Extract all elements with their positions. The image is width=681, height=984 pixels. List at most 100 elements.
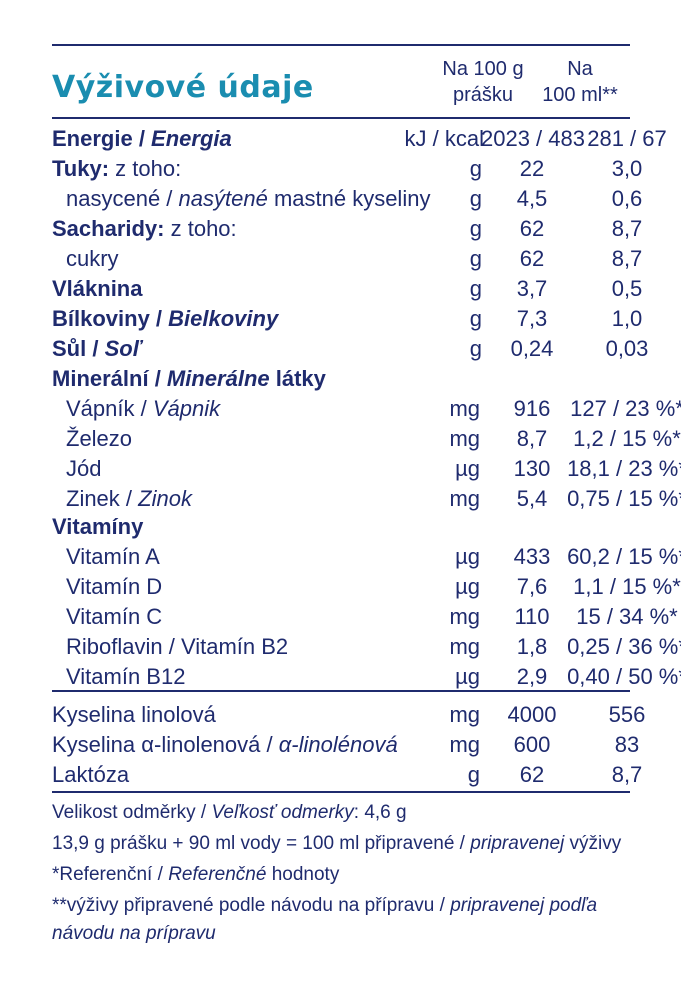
row-sugars-per-100g: 62 xyxy=(519,246,545,271)
row-fat-per-100ml: 3,0 xyxy=(611,156,643,181)
row-per-100g: 62 xyxy=(519,762,545,787)
row-carbs-label: Sacharidy: z toho: xyxy=(52,216,237,241)
top-rule xyxy=(52,44,630,46)
row-unit: mg xyxy=(449,426,480,451)
header-rule xyxy=(52,117,630,119)
row-per-100g: 7,6 xyxy=(516,574,548,599)
middle-rule xyxy=(52,690,630,692)
row-sugars-unit: g xyxy=(469,246,482,271)
row-per-100ml: 83 xyxy=(614,732,640,757)
row-per-100g: 433 xyxy=(513,544,551,569)
table-row: Vápník / Vápnik mg 916 127 / 23 %* xyxy=(52,394,681,424)
table-row: Zinek / Zinok mg 5,4 0,75 / 15 %* xyxy=(52,484,681,514)
row-per-100ml: 0,25 / 36 %* xyxy=(567,634,681,659)
col-header-per-100ml-line1: Na xyxy=(567,58,593,80)
row-label: Laktóza xyxy=(52,762,130,787)
row-per-100g: 8,7 xyxy=(516,426,548,451)
page-title: Výživové údaje xyxy=(52,70,314,105)
row-sugars-label: cukry xyxy=(66,246,119,271)
table-row: Laktóza g 62 8,7 xyxy=(52,760,642,790)
row-protein: Bílkoviny / Bielkoviny g 7,3 1,0 xyxy=(52,304,642,334)
row-fibre-unit: g xyxy=(469,276,482,301)
row-carbs-per-100ml: 8,7 xyxy=(611,216,643,241)
footer-note: **výživy připravené podle návodu na příp… xyxy=(52,895,598,916)
row-fat-label: Tuky: z toho: xyxy=(52,156,182,181)
row-unit: µg xyxy=(455,544,480,569)
row-per-100ml: 8,7 xyxy=(611,762,643,787)
row-energy: Energie / Energia kJ / kcal 2023 / 483 2… xyxy=(52,124,667,154)
footer-note-cont: návodu na prípravu xyxy=(52,923,216,944)
row-salt-per-100g: 0,24 xyxy=(510,336,554,361)
row-unit: µg xyxy=(455,664,480,689)
table-row: Železo mg 8,7 1,2 / 15 %* xyxy=(52,424,681,454)
row-carbs-unit: g xyxy=(469,216,482,241)
row-carbs: Sacharidy: z toho: g 62 8,7 xyxy=(52,214,642,244)
row-label: Jód xyxy=(66,456,102,481)
row-saturated-unit: g xyxy=(469,186,482,211)
col-header-per-100ml: Na 100 ml** xyxy=(520,56,640,108)
row-per-100g: 4000 xyxy=(507,702,557,727)
row-fat-per-100g: 22 xyxy=(519,156,545,181)
row-unit: mg xyxy=(449,732,480,757)
row-per-100g: 916 xyxy=(513,396,551,421)
row-per-100ml: 60,2 / 15 %* xyxy=(567,544,681,569)
col-header-per-100g: Na 100 g prášku xyxy=(428,56,538,108)
row-carbs-per-100g: 62 xyxy=(519,216,545,241)
row-energy-unit: kJ / kcal xyxy=(404,126,484,151)
row-per-100ml: 556 xyxy=(608,702,646,727)
row-energy-per-100g: 2023 / 483 xyxy=(481,126,585,151)
vitamins-heading: Vitamíny xyxy=(52,512,632,542)
row-saturated: nasycené / nasýtené mastné kyseliny g 4,… xyxy=(52,184,642,214)
row-unit: mg xyxy=(449,396,480,421)
row-salt: Sůl / Soľ g 0,24 0,03 xyxy=(52,334,648,364)
row-unit: mg xyxy=(449,604,480,629)
row-per-100g: 2,9 xyxy=(516,664,548,689)
bottom-rule xyxy=(52,791,630,793)
row-label: Vitamín C xyxy=(66,604,163,629)
row-unit: g xyxy=(467,762,480,787)
table-row: Vitamín A µg 433 60,2 / 15 %* xyxy=(52,542,681,572)
col-header-per-100g-line2: prášku xyxy=(452,84,514,106)
row-fat: Tuky: z toho: g 22 3,0 xyxy=(52,154,642,184)
row-fat-unit: g xyxy=(469,156,482,181)
row-per-100g: 600 xyxy=(513,732,551,757)
row-unit: µg xyxy=(455,456,480,481)
row-saturated-per-100ml: 0,6 xyxy=(611,186,643,211)
row-per-100ml: 1,2 / 15 %* xyxy=(573,426,681,451)
table-row: Kyselina linolová mg 4000 556 xyxy=(52,700,645,730)
row-fibre-per-100g: 3,7 xyxy=(516,276,548,301)
row-fibre-label: Vláknina xyxy=(52,276,143,301)
row-fibre: Vláknina g 3,7 0,5 xyxy=(52,274,642,304)
footer-scoop: Velikost odměrky / Veľkosť odmerky: 4,6 … xyxy=(52,802,407,823)
row-label: Zinek / Zinok xyxy=(66,486,192,511)
row-protein-per-100g: 7,3 xyxy=(516,306,548,331)
row-per-100ml: 18,1 / 23 %* xyxy=(567,456,681,481)
row-per-100g: 5,4 xyxy=(516,486,548,511)
row-protein-per-100ml: 1,0 xyxy=(611,306,643,331)
col-header-per-100ml-line2: 100 ml** xyxy=(542,84,618,106)
row-label: Vitamín A xyxy=(66,544,160,569)
row-protein-label: Bílkoviny / Bielkoviny xyxy=(52,306,279,331)
row-label: Železo xyxy=(66,426,133,451)
row-per-100ml: 15 / 34 %* xyxy=(576,604,678,629)
row-unit: mg xyxy=(449,486,480,511)
row-label: Kyselina linolová xyxy=(52,702,216,727)
row-energy-label: Energie / Energia xyxy=(52,126,232,151)
row-unit: µg xyxy=(455,574,480,599)
col-header-per-100g-line1: Na 100 g xyxy=(442,58,524,80)
row-sugars: cukry g 62 8,7 xyxy=(52,244,642,274)
row-per-100ml: 1,1 / 15 %* xyxy=(573,574,681,599)
row-sugars-per-100ml: 8,7 xyxy=(611,246,643,271)
table-row: Riboflavin / Vitamín B2 mg 1,8 0,25 / 36 %* xyxy=(52,632,681,662)
minerals-heading: Minerální / Minerálne látky xyxy=(52,364,632,394)
row-per-100g: 1,8 xyxy=(516,634,548,659)
vitamins-heading-label: Vitamíny xyxy=(52,514,144,539)
row-unit: mg xyxy=(449,702,480,727)
minerals-heading-label: Minerální / Minerálne látky xyxy=(52,366,326,391)
row-label: Riboflavin / Vitamín B2 xyxy=(66,634,289,659)
row-per-100g: 110 xyxy=(514,604,550,629)
row-per-100ml: 0,40 / 50 %* xyxy=(567,664,681,689)
footer-preparation: 13,9 g prášku + 90 ml vody = 100 ml přip… xyxy=(52,833,622,854)
row-label: Vitamín D xyxy=(66,574,163,599)
footer-reference: *Referenční / Referenčné hodnoty xyxy=(52,864,340,885)
